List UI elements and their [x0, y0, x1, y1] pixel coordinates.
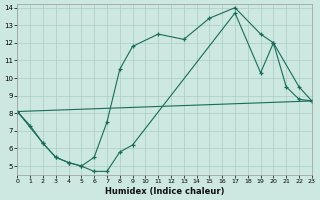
- X-axis label: Humidex (Indice chaleur): Humidex (Indice chaleur): [105, 187, 224, 196]
